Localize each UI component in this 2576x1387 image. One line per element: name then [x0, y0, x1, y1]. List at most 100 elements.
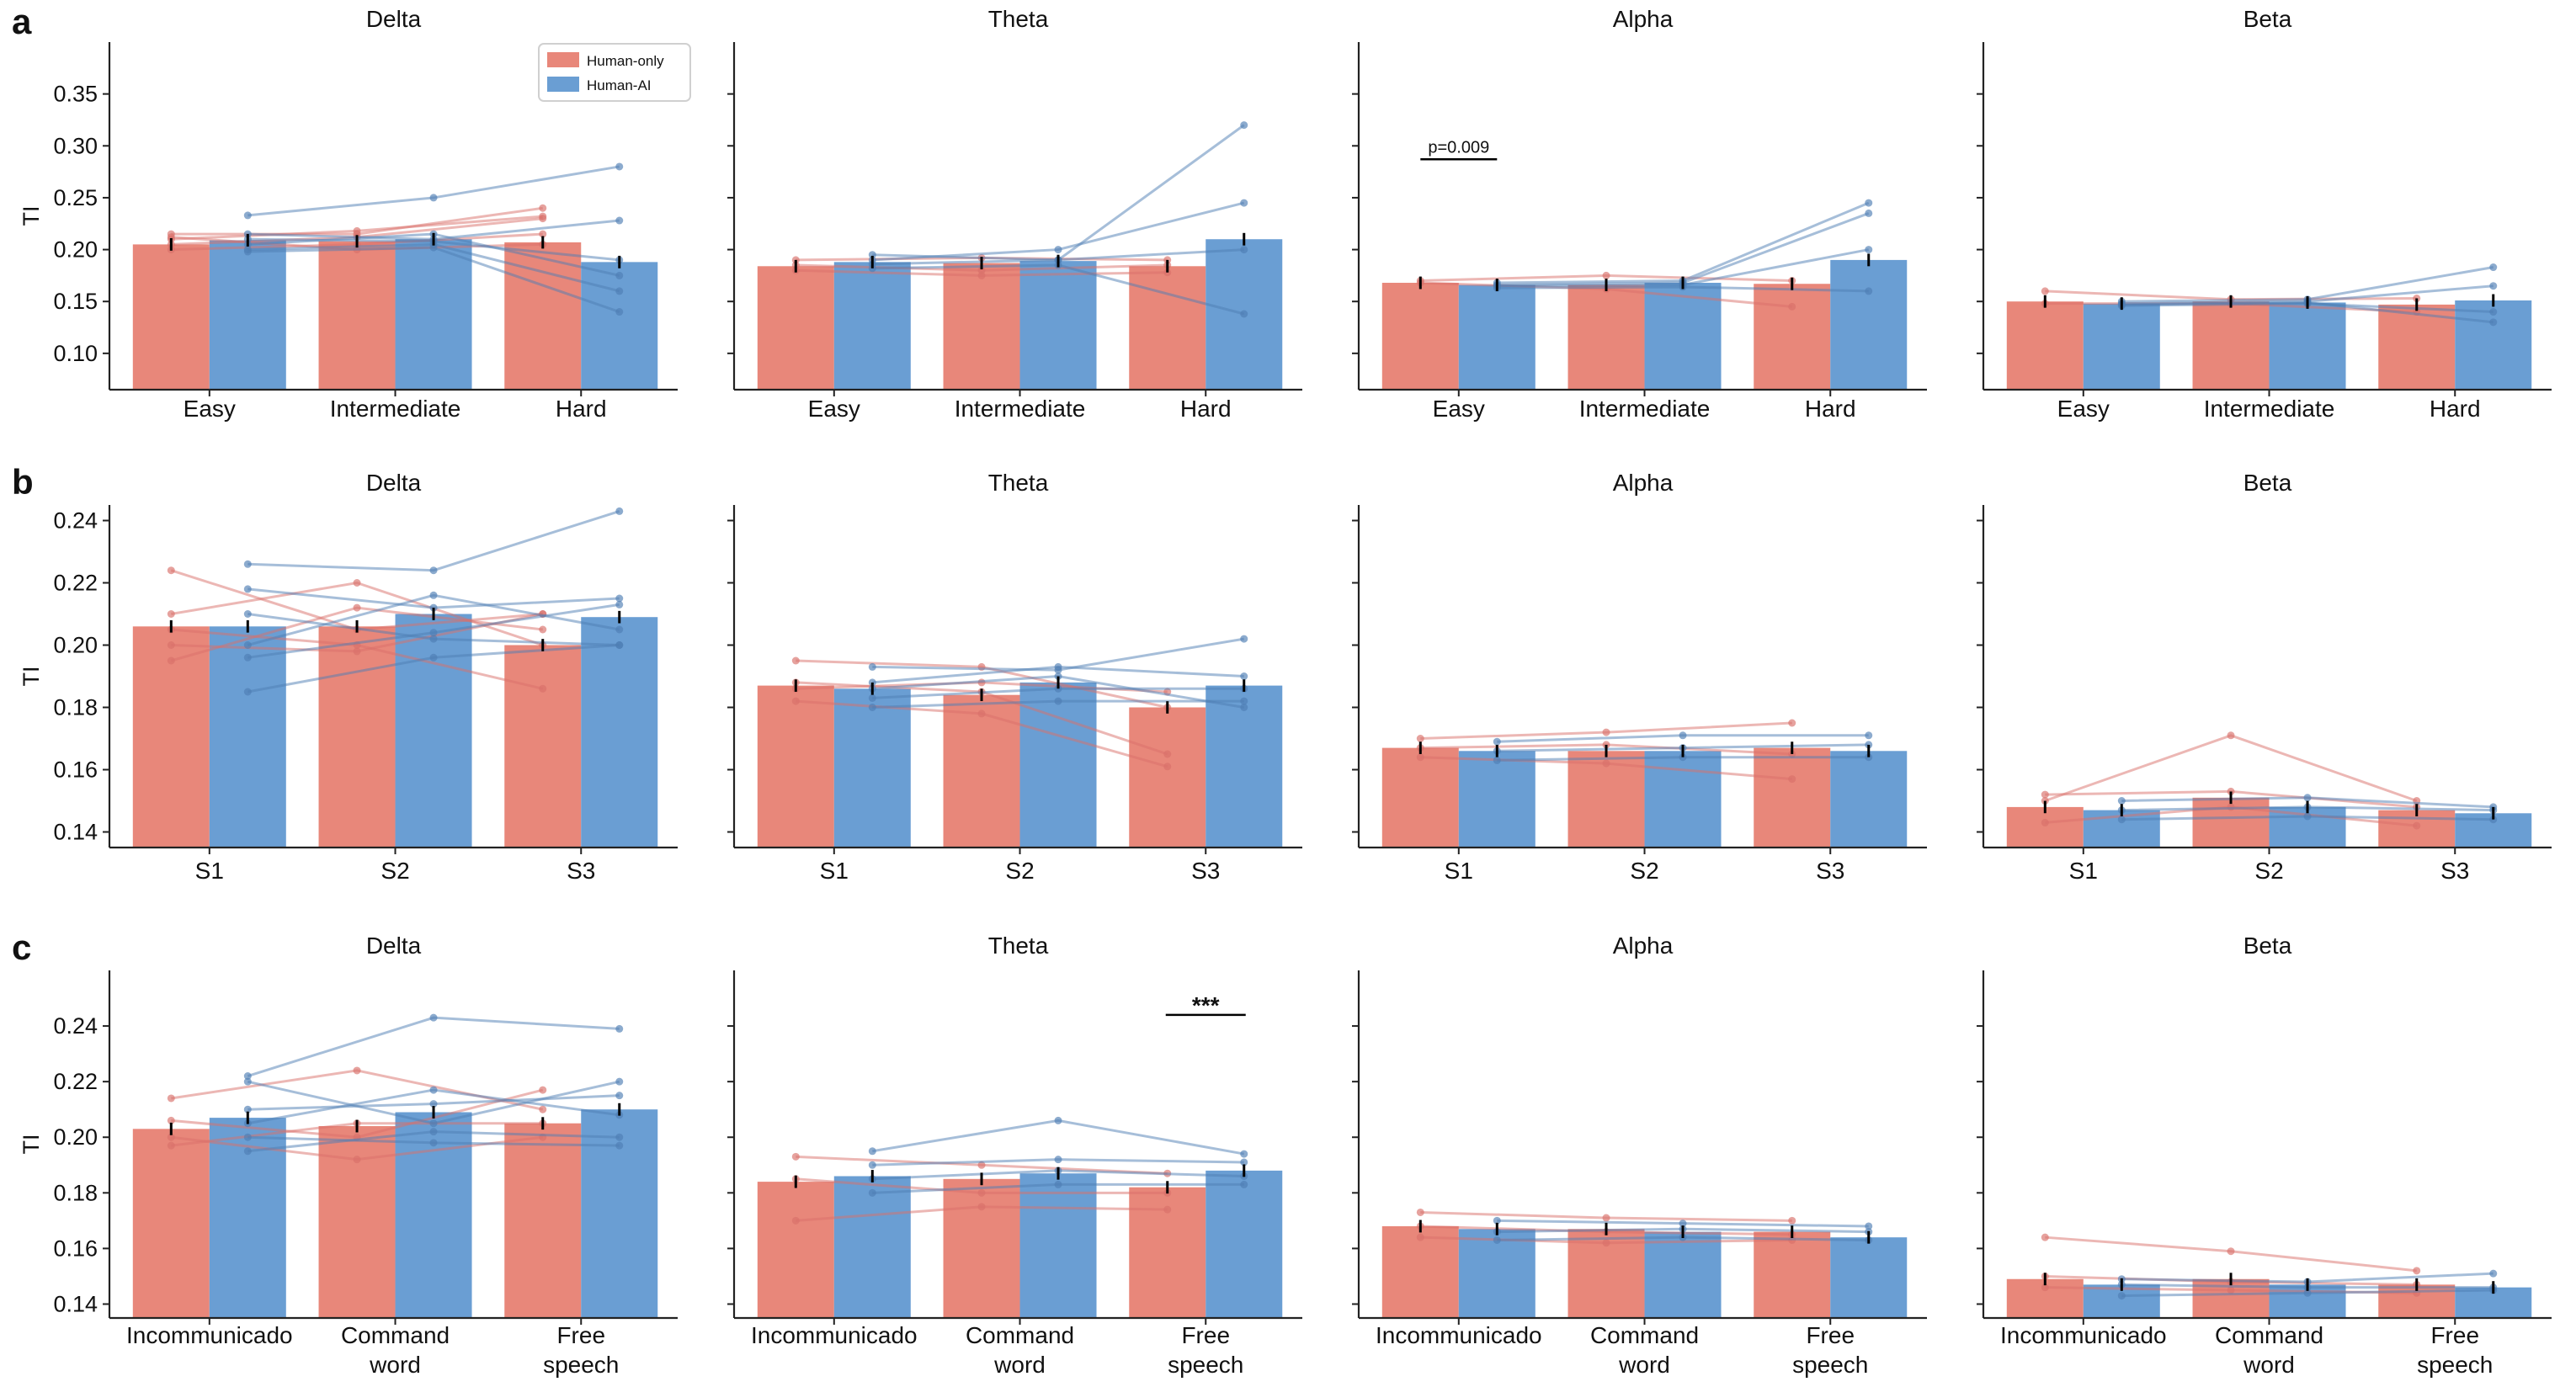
subject-point — [243, 688, 252, 696]
subject-point — [1240, 1158, 1248, 1166]
subject-point — [243, 641, 252, 649]
x-tick-label: Incommunicado — [751, 1322, 918, 1348]
y-tick-label: 0.22 — [53, 1069, 98, 1094]
x-tick-label-line: Free — [556, 1322, 605, 1348]
subject-point — [1493, 737, 1501, 746]
subject-point — [1679, 1220, 1687, 1228]
x-tick-label: Free speech — [1792, 1322, 1868, 1378]
subject-point — [868, 662, 876, 671]
bar-human-only — [1567, 284, 1645, 390]
subject-point — [243, 1105, 252, 1113]
x-tick-label: Easy — [184, 396, 236, 422]
subject-point — [167, 233, 175, 242]
panel-title: Theta — [988, 933, 1049, 959]
subject-point — [243, 585, 252, 593]
subject-point — [791, 656, 800, 665]
panel-title: Delta — [366, 6, 422, 32]
legend-label-human-ai: Human-AI — [587, 77, 652, 93]
subject-point — [1240, 704, 1248, 711]
bar-human-only — [2192, 301, 2270, 390]
x-tick-label: Incommunicado — [2000, 1322, 2167, 1348]
bar-human-ai — [1019, 261, 1097, 390]
y-tick-label: 0.24 — [53, 1013, 98, 1039]
subject-point — [167, 1141, 175, 1150]
x-tick-label: S3 — [567, 858, 595, 884]
y-tick-label: 0.20 — [53, 237, 98, 263]
bar-human-only — [1129, 266, 1206, 390]
subject-point — [1788, 775, 1796, 784]
subject-point — [1054, 1116, 1062, 1124]
x-tick-label: Command word — [1590, 1322, 1699, 1378]
bar-human-ai — [1830, 259, 1908, 390]
subject-point — [1054, 1156, 1062, 1164]
x-tick-label: Intermediate — [330, 396, 461, 422]
bar-human-only — [318, 1126, 396, 1318]
subject-point — [429, 603, 438, 612]
subject-point — [2489, 263, 2498, 272]
x-tick-label: Hard — [556, 396, 607, 422]
bar-human-ai — [833, 688, 911, 848]
x-tick-label: S3 — [1191, 858, 1220, 884]
subject-point — [353, 1156, 361, 1164]
subject-point — [1865, 753, 1873, 762]
subject-point — [615, 308, 624, 316]
subject-point — [2041, 797, 2049, 805]
legend-swatch-human-ai — [547, 77, 579, 92]
bar-human-only — [2006, 806, 2084, 848]
subject-point — [167, 1116, 175, 1124]
subject-point — [1240, 199, 1248, 207]
bar-human-ai — [1458, 284, 1535, 390]
subject-point — [977, 1188, 986, 1197]
bar-human-only — [943, 1178, 1020, 1318]
subject-point — [1416, 1208, 1424, 1216]
y-tick-label: 0.30 — [53, 133, 98, 158]
bar-human-only — [757, 1182, 834, 1318]
subject-point — [1865, 741, 1873, 749]
subject-point — [2041, 818, 2049, 826]
subject-point — [2227, 1286, 2235, 1294]
subject-point — [868, 694, 876, 702]
subject-point — [1163, 1205, 1172, 1214]
bar-human-only — [132, 244, 210, 390]
subject-point — [429, 1128, 438, 1136]
y-tick-label: 0.25 — [53, 185, 98, 210]
row-label: c — [12, 927, 31, 967]
x-tick-label: Free speech — [1168, 1322, 1243, 1378]
subject-point — [1679, 753, 1687, 762]
bar-human-ai — [1644, 1231, 1722, 1318]
x-tick-label: Command word — [341, 1322, 450, 1378]
panel-title: Alpha — [1613, 470, 1674, 496]
subject-point — [539, 230, 547, 238]
bar-human-only — [318, 241, 396, 390]
subject-point — [243, 560, 252, 568]
panel-title: Delta — [366, 933, 422, 959]
panel-title: Theta — [988, 470, 1049, 496]
panel-title: Alpha — [1613, 933, 1674, 959]
subject-point — [2303, 1289, 2312, 1297]
bar-human-only — [2006, 301, 2084, 390]
subject-point — [429, 635, 438, 643]
subject-point — [1602, 1239, 1610, 1247]
subject-point — [615, 1077, 624, 1086]
subject-point — [977, 271, 986, 279]
bar-human-only — [757, 266, 834, 390]
panel-a-alpha: Alpha Easy Intermediate Hard p=0.009 — [1352, 6, 1927, 422]
legend: Human-only Human-AI — [538, 43, 691, 102]
subject-point — [1788, 1216, 1796, 1225]
panel-title: Beta — [2243, 470, 2292, 496]
subject-point — [167, 1094, 175, 1103]
x-tick-label: S1 — [2069, 858, 2098, 884]
x-tick-label: S3 — [1816, 858, 1844, 884]
subject-point — [2489, 1269, 2498, 1278]
subject-point — [2041, 287, 2049, 295]
subject-point — [2489, 308, 2498, 316]
subject-point — [868, 704, 876, 711]
subject-point — [243, 653, 252, 662]
row-label: a — [12, 2, 32, 41]
bar-human-only — [1754, 284, 1831, 390]
subject-point — [167, 566, 175, 575]
subject-point — [1602, 271, 1610, 279]
subject-point — [615, 641, 624, 649]
subject-point — [868, 1188, 876, 1197]
subject-point — [977, 1161, 986, 1169]
